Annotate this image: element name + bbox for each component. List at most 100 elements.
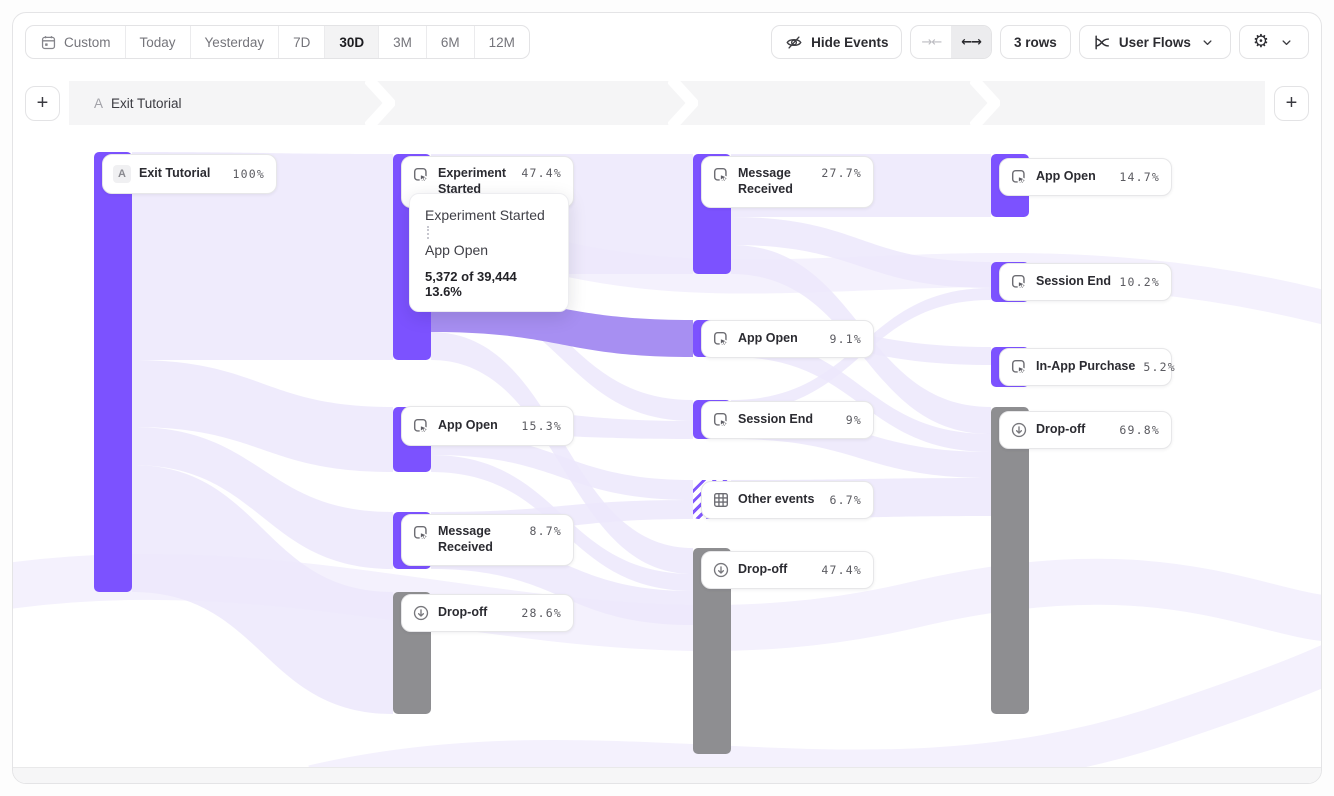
drop-off-icon — [1010, 421, 1028, 439]
flow-ribbon[interactable] — [132, 360, 393, 472]
flow-ribbon[interactable] — [431, 332, 693, 574]
node-card-drop-off-step4[interactable]: Drop-off 69.8% — [999, 411, 1172, 449]
flow-ribbon[interactable] — [431, 433, 693, 500]
settings-dropdown[interactable]: ⚙ — [1238, 25, 1309, 59]
tooltip-connector — [427, 226, 429, 239]
chevron-down-icon — [1199, 33, 1217, 51]
node-card-app-open-step4[interactable]: App Open 14.7% — [999, 158, 1172, 196]
event-click-icon — [412, 166, 430, 184]
node-percentage: 8.7% — [529, 524, 562, 538]
flow-ribbon[interactable] — [431, 274, 693, 421]
flow-ribbon[interactable] — [731, 338, 991, 452]
hide-events-label: Hide Events — [811, 34, 889, 50]
node-card-other-events-step3[interactable]: Other events 6.7% — [701, 481, 874, 519]
date-range-label: 30D — [339, 34, 365, 50]
tooltip-stat: 5,372 of 39,444 13.6% — [425, 269, 517, 299]
grid-icon — [712, 491, 730, 509]
date-range-custom[interactable]: Custom — [26, 26, 126, 58]
date-range-label: 7D — [293, 34, 311, 50]
flow-ribbon[interactable] — [731, 217, 991, 288]
node-bar-exit-tutorial-step1[interactable] — [94, 152, 132, 592]
user-flows-panel: Custom Today Yesterday 7D 30D 3M 6M 12M Hide Ev… — [12, 12, 1322, 784]
event-click-icon — [412, 417, 430, 435]
flow-tooltip: Experiment Started App Open 5,372 of 39,… — [409, 193, 569, 312]
sankey-canvas: A Exit Tutorial 100% Experiment Started 47.4… — [13, 125, 1321, 767]
add-step-left-button[interactable]: + — [25, 85, 60, 121]
view-selector-label: User Flows — [1118, 34, 1191, 50]
collapse-columns-button[interactable]: →← — [921, 34, 942, 50]
node-label: App Open — [738, 331, 798, 346]
node-percentage: 14.7% — [1119, 170, 1160, 184]
step-divider-chevron — [365, 81, 395, 125]
node-percentage: 47.4% — [521, 166, 562, 180]
node-label: Message Received — [438, 524, 493, 554]
flow-ribbon[interactable] — [132, 427, 393, 569]
view-selector-dropdown[interactable]: User Flows — [1078, 25, 1231, 59]
node-card-message-received-step3[interactable]: Message Received 27.7% — [701, 156, 874, 208]
date-range-7d[interactable]: 7D — [279, 26, 326, 58]
rows-button[interactable]: 3 rows — [1000, 25, 1071, 59]
drop-off-icon — [412, 604, 430, 622]
flow-ribbon-highlighted[interactable] — [431, 297, 693, 357]
steps-header: + A Exit Tutorial + — [25, 81, 1309, 125]
event-click-icon — [712, 411, 730, 429]
add-step-right-button[interactable]: + — [1274, 85, 1309, 121]
collapse-expand-control: →← ←→ — [910, 25, 993, 59]
node-percentage: 47.4% — [821, 563, 862, 577]
node-card-exit-tutorial-step1[interactable]: A Exit Tutorial 100% — [102, 154, 277, 194]
expand-columns-button[interactable]: ←→ — [951, 26, 992, 58]
date-range-label: 6M — [440, 34, 460, 50]
step-divider-chevron — [970, 81, 1000, 125]
event-click-icon — [712, 166, 730, 184]
node-label: Exit Tutorial — [139, 166, 211, 181]
node-card-session-end-step3[interactable]: Session End 9% — [701, 401, 874, 439]
node-label: Session End — [1036, 274, 1112, 289]
date-range-6m[interactable]: 6M — [427, 26, 475, 58]
flow-ribbon[interactable] — [132, 465, 393, 714]
node-percentage: 6.7% — [829, 493, 862, 507]
date-range-yesterday[interactable]: Yesterday — [191, 26, 280, 58]
event-click-icon — [1010, 358, 1028, 376]
step-1-label[interactable]: A Exit Tutorial — [94, 81, 182, 125]
hide-events-button[interactable]: Hide Events — [771, 25, 903, 59]
node-card-app-open-step3[interactable]: App Open 9.1% — [701, 320, 874, 358]
node-percentage: 69.8% — [1119, 423, 1160, 437]
node-card-drop-off-step2[interactable]: Drop-off 28.6% — [401, 594, 574, 632]
calendar-icon — [40, 34, 57, 51]
event-click-icon — [412, 524, 430, 542]
node-card-message-received-step2[interactable]: Message Received 8.7% — [401, 514, 574, 566]
date-range-12m[interactable]: 12M — [475, 26, 529, 58]
tooltip-target-event: App Open — [425, 242, 489, 258]
flow-chart-icon — [1093, 33, 1111, 51]
step-prefix: A — [94, 95, 104, 111]
node-percentage: 28.6% — [521, 606, 562, 620]
event-click-icon — [1010, 273, 1028, 291]
date-range-30d[interactable]: 30D — [325, 26, 380, 58]
node-bar-drop-off-step4[interactable] — [991, 407, 1029, 714]
node-label: Experiment Started — [438, 166, 507, 196]
bottom-scroll-strip[interactable] — [13, 767, 1321, 783]
eye-off-icon — [785, 33, 803, 51]
node-label: Session End — [738, 412, 814, 427]
event-badge-a: A — [113, 165, 131, 183]
node-percentage: 27.7% — [821, 166, 862, 180]
date-range-today[interactable]: Today — [126, 26, 191, 58]
date-range-selector: Custom Today Yesterday 7D 30D 3M 6M 12M — [25, 25, 530, 59]
event-click-icon — [712, 330, 730, 348]
node-label: App Open — [1036, 169, 1096, 184]
chevron-down-icon — [1277, 33, 1295, 51]
node-percentage: 5.2% — [1143, 360, 1176, 374]
gear-icon: ⚙ — [1252, 31, 1269, 52]
date-range-label: Today — [139, 34, 176, 50]
event-click-icon — [1010, 168, 1028, 186]
node-card-drop-off-step3[interactable]: Drop-off 47.4% — [701, 551, 874, 589]
date-range-label: 3M — [393, 34, 412, 50]
flow-ribbon[interactable] — [132, 152, 393, 360]
node-percentage: 9.1% — [829, 332, 862, 346]
node-card-app-open-step2[interactable]: App Open 15.3% — [401, 406, 574, 446]
node-card-in-app-purchase-step4[interactable]: In-App Purchase 5.2% — [999, 348, 1175, 386]
date-range-3m[interactable]: 3M — [379, 26, 427, 58]
node-card-session-end-step4[interactable]: Session End 10.2% — [999, 263, 1172, 301]
date-range-label: 12M — [488, 34, 515, 50]
background-wave-decoration — [308, 645, 1321, 767]
